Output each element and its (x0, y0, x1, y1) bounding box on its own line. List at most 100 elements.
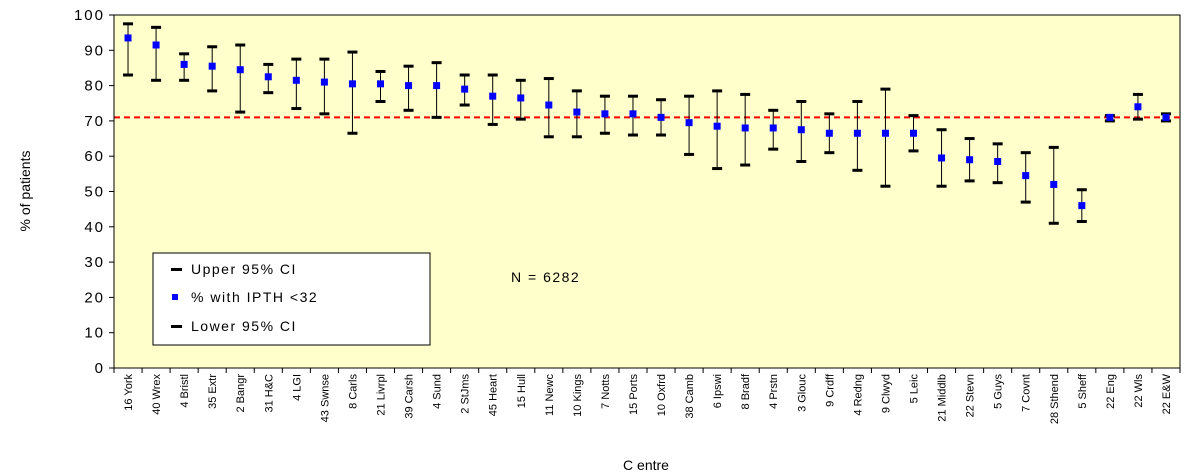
data-point (320, 78, 328, 86)
upper-ci-mark (291, 57, 302, 61)
legend-point-label: % with IPTH <32 (191, 289, 318, 305)
data-point (629, 110, 637, 118)
lower-ci-mark (207, 89, 218, 93)
upper-ci-mark (1020, 151, 1031, 155)
lower-ci-mark (824, 151, 835, 155)
x-tick-label: 4 Redng (852, 374, 864, 416)
upper-ci-mark (656, 98, 667, 102)
x-tick-label: 5 Leic (909, 374, 921, 404)
y-axis: 0 10 20 30 40 50 60 70 80 90 100 (74, 7, 115, 377)
data-point (405, 82, 413, 90)
x-tick-label: 22 E&W (1161, 373, 1173, 414)
lower-ci-mark (151, 78, 162, 82)
data-point (1022, 172, 1030, 180)
upper-ci-mark (319, 57, 330, 61)
lower-ci-mark (1104, 119, 1115, 123)
x-tick-label: 9 Crdff (824, 373, 836, 407)
legend-upper-label: Upper 95% CI (191, 261, 297, 277)
x-tick-label: 21 Livrpl (376, 374, 388, 416)
y-axis-label: % of patients (17, 151, 33, 232)
lower-ci-mark (487, 122, 498, 126)
y-tick-label: 90 (84, 42, 105, 59)
y-tick-label: 80 (84, 78, 105, 95)
data-point (741, 124, 749, 132)
y-tick-label: 60 (84, 148, 105, 165)
upper-ci-mark (964, 137, 975, 141)
upper-ci-mark (768, 108, 779, 112)
upper-ci-mark (123, 22, 134, 26)
y-tick-label: 20 (84, 289, 105, 306)
lower-ci-mark (123, 73, 134, 77)
data-point (433, 82, 441, 90)
x-tick-label: 10 Kings (572, 374, 584, 417)
lower-ci-mark (179, 78, 190, 82)
data-point (910, 129, 917, 137)
legend: Upper 95% CI % with IPTH <32 Lower 95% C… (152, 252, 431, 346)
lower-ci-mark (908, 149, 919, 153)
data-point (545, 101, 553, 109)
upper-ci-mark (1160, 112, 1171, 116)
upper-ci-mark (712, 89, 723, 93)
x-tick-label: 10 Oxfrd (656, 374, 668, 416)
lower-ci-mark (599, 131, 610, 135)
x-tick-label: 5 Guys (993, 374, 1005, 409)
upper-ci-mark (936, 128, 947, 132)
x-tick-label: 15 Hull (516, 374, 528, 408)
data-point (938, 154, 946, 162)
data-point (573, 108, 581, 116)
lower-ci-mark (964, 179, 975, 183)
data-point (236, 66, 244, 74)
x-tick-label: 7 Notts (600, 374, 612, 409)
data-point (825, 129, 833, 137)
data-point (489, 92, 497, 100)
x-tick-label: 38 Camb (684, 374, 696, 419)
lower-ci-mark (375, 99, 386, 103)
lower-ci-mark (740, 163, 751, 167)
legend-box (152, 252, 431, 346)
upper-ci-mark (347, 50, 358, 54)
upper-ci-mark (852, 99, 863, 103)
lower-ci-mark (1020, 200, 1031, 204)
lower-ci-mark (936, 184, 947, 188)
x-tick-label: 5 Sheff (1077, 373, 1089, 409)
legend-lower-marker (171, 325, 182, 328)
data-point (881, 129, 889, 137)
data-point (124, 34, 132, 42)
x-tick-label: 15 Ports (628, 374, 640, 415)
x-tick-label: 43 Swnse (319, 374, 331, 422)
data-point (769, 124, 777, 132)
x-axis: 16 York 40 Wrex 4 Bristl 35 Extr 2 Bangr 31 H… (113, 368, 1181, 424)
lower-ci-mark (768, 147, 779, 151)
x-tick-label: 28 Sthend (1049, 374, 1061, 424)
lower-ci-mark (1132, 117, 1143, 121)
y-tick-label: 40 (84, 219, 105, 236)
data-point (517, 94, 525, 102)
upper-ci-mark (684, 94, 695, 98)
x-tick-label: 2 Bangr (235, 374, 247, 413)
lower-ci-mark (431, 115, 442, 119)
upper-ci-mark (740, 92, 751, 96)
lower-ci-mark (515, 117, 526, 121)
upper-ci-mark (1132, 92, 1143, 96)
error-bars-layer (123, 22, 1171, 225)
upper-ci-mark (571, 89, 582, 93)
x-tick-label: 22 Stevn (965, 374, 977, 417)
upper-ci-mark (515, 78, 526, 82)
data-point (994, 157, 1002, 165)
upper-ci-mark (1048, 145, 1059, 149)
data-point (601, 110, 609, 118)
lower-ci-mark (459, 103, 470, 107)
lower-ci-mark (235, 110, 246, 114)
upper-ci-mark (796, 99, 807, 103)
data-point (1134, 103, 1142, 111)
x-tick-label: 39 Carsh (404, 374, 416, 419)
upper-ci-mark (543, 77, 554, 81)
y-tick-label: 70 (84, 113, 105, 130)
upper-ci-mark (179, 52, 190, 56)
legend-lower-label: Lower 95% CI (191, 318, 297, 334)
x-tick-label: 16 York (123, 374, 135, 411)
upper-ci-mark (880, 87, 891, 91)
lower-ci-mark (1048, 221, 1059, 225)
lower-ci-mark (880, 184, 891, 188)
